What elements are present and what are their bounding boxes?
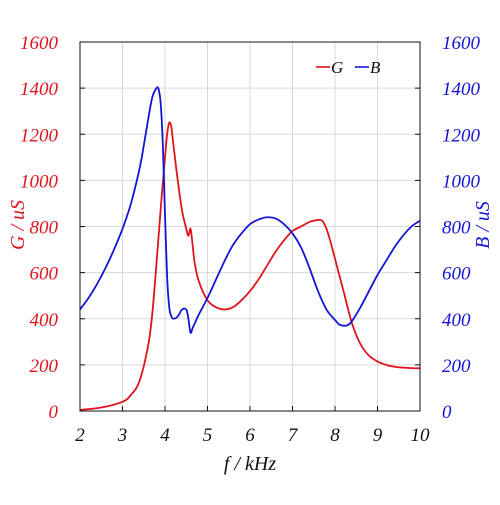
y-axis-right-title: B / uS (472, 201, 494, 249)
x-axis-title: f / kHz (224, 453, 276, 475)
x-tick-label: 2 (75, 425, 85, 446)
y-left-tick-label: 1000 (20, 171, 59, 192)
y-left-tick-label: 400 (30, 310, 59, 331)
series-line-G (79, 121, 421, 411)
y-right-tick-label: 600 (442, 264, 471, 285)
legend: G B (316, 58, 381, 77)
y-right-tick-label: 1000 (442, 171, 481, 192)
y-left-tick-label: 600 (30, 264, 59, 285)
y-right-tick-label: 1400 (442, 79, 481, 100)
x-tick-label: 4 (160, 425, 170, 446)
y-right-tick-label: 800 (442, 218, 471, 239)
ticks (79, 41, 421, 412)
y-left-tick-label: 1400 (20, 79, 59, 100)
series-layer (79, 86, 421, 411)
x-tick-label: 5 (203, 425, 213, 446)
y-left-tick-label: 800 (30, 218, 59, 239)
y-right-tick-label: 200 (442, 356, 471, 377)
y-left-tick-label: 1200 (20, 125, 59, 146)
y-axis-left-title: G / uS (7, 200, 29, 250)
legend-label-G: G (331, 58, 343, 77)
x-tick-label: 8 (330, 425, 340, 446)
x-tick-label: 9 (373, 425, 383, 446)
y-right-tick-label: 400 (442, 310, 471, 331)
tick-labels: 2 3 4 5 6 7 8 9 10 0 200 400 600 800 1000 1200 1400 1600 0… (20, 33, 481, 446)
legend-label-B: B (370, 58, 381, 77)
y-left-tick-label: 1600 (20, 33, 59, 54)
x-tick-label: 10 (411, 425, 431, 446)
y-left-tick-label: 200 (30, 356, 59, 377)
y-right-tick-label: 1600 (442, 33, 481, 54)
x-tick-label: 7 (288, 425, 299, 446)
y-right-tick-label: 0 (442, 402, 452, 423)
x-tick-label: 3 (117, 425, 128, 446)
y-left-tick-label: 0 (49, 402, 59, 423)
y-right-tick-label: 1200 (442, 125, 481, 146)
x-tick-label: 6 (245, 425, 255, 446)
series-line-B (79, 86, 421, 334)
